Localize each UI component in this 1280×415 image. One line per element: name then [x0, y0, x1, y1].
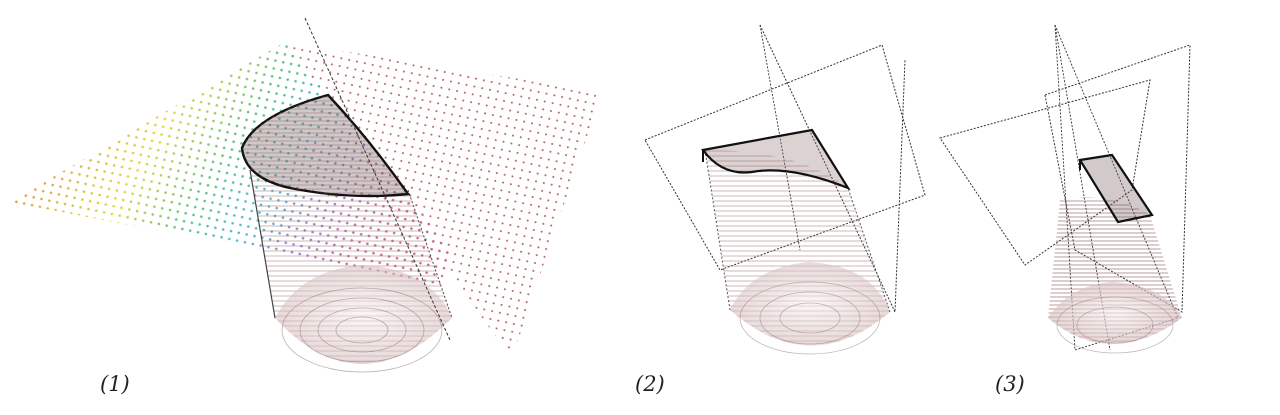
- wedge-section-2: [701, 128, 851, 191]
- parallelogram-section-3: [1078, 153, 1154, 224]
- plane-b: [759, 24, 906, 313]
- plane-a: [644, 44, 926, 271]
- panel-label-1: (1): [100, 372, 130, 396]
- cylinder-edge-right: [407, 189, 453, 319]
- cylinder-base: [275, 265, 452, 364]
- panel-2-figure: [644, 24, 926, 355]
- panel-label-3: (3): [995, 372, 1025, 396]
- base-rings: [281, 287, 443, 373]
- plane-d: [1044, 44, 1191, 313]
- panel-1-figure: [10, 17, 602, 373]
- axis-line: [304, 17, 451, 341]
- panel-3-figure: [939, 24, 1191, 354]
- cutting-plane-right: [285, 42, 602, 358]
- cylinder-edge-left: [249, 169, 276, 319]
- panel-label-2: (2): [635, 372, 665, 396]
- plane-c: [939, 79, 1151, 266]
